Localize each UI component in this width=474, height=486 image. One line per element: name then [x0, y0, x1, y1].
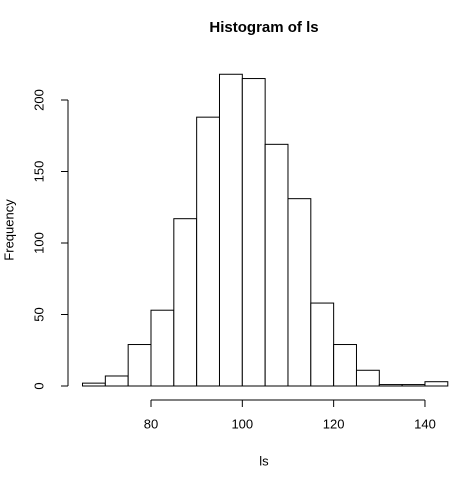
bar	[287, 198, 312, 387]
bar	[241, 78, 266, 387]
y-tick-label: 200	[31, 89, 46, 111]
y-tick-label: 150	[31, 161, 46, 183]
y-tick-label: 50	[31, 307, 46, 321]
bar	[333, 344, 357, 387]
x-tick-label: 100	[231, 416, 253, 431]
bar	[310, 302, 335, 387]
bar	[127, 344, 152, 387]
bar	[104, 375, 129, 387]
bar	[218, 73, 243, 387]
y-tick-label: 0	[31, 382, 46, 389]
bar	[264, 143, 289, 387]
bar	[378, 384, 403, 387]
y-axis-label: Frequency	[1, 199, 16, 261]
x-axis-label: ls	[259, 453, 269, 468]
x-tick-label: 140	[414, 416, 436, 431]
x-tick-label: 120	[323, 416, 345, 431]
bar	[355, 369, 380, 387]
y-tick-label: 100	[31, 232, 46, 254]
bar	[150, 309, 175, 387]
chart-title: Histogram of ls	[209, 19, 318, 36]
bar	[196, 116, 220, 387]
x-tick-label: 80	[144, 416, 158, 431]
bar	[424, 381, 449, 387]
bar	[173, 218, 198, 387]
bar	[82, 382, 106, 387]
bar	[401, 384, 426, 387]
